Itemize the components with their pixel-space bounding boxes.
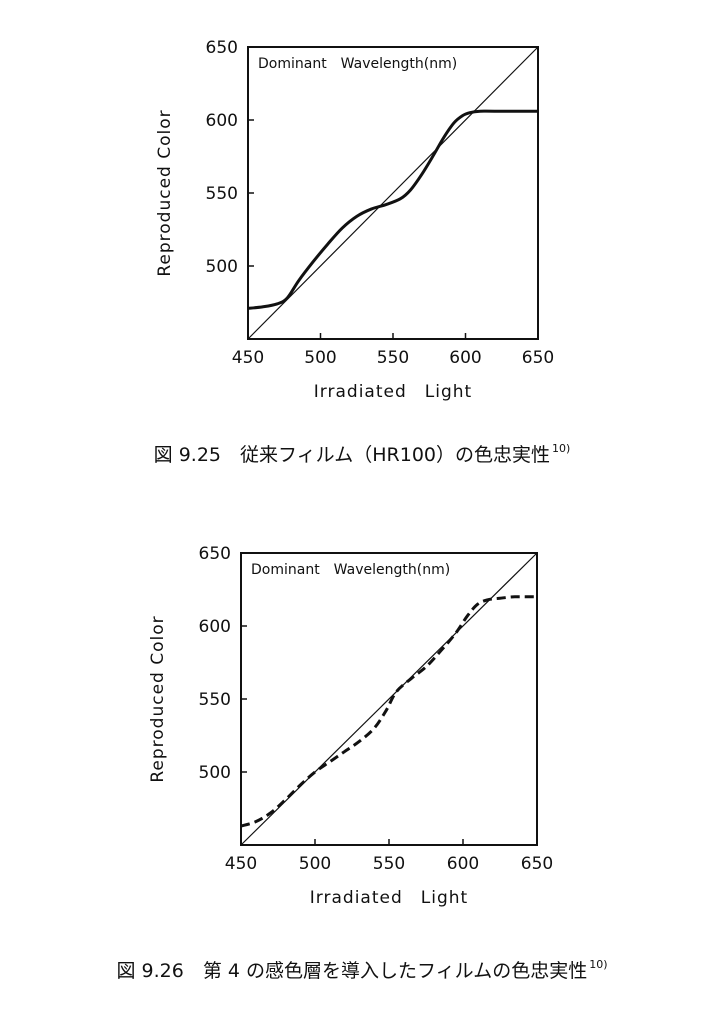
y-tick-label: 550	[206, 184, 238, 204]
reproduced-color-curve	[240, 595, 538, 828]
caption-text: 図 9.26 第 4 の感色層を導入したフィルムの色忠実性	[116, 960, 588, 982]
figure-9-26: 450 500 550 600 650 500 550 600 650 Dominant Wave…	[0, 520, 724, 1012]
x-tick-label: 650	[521, 854, 553, 874]
chart-9-26: 450 500 550 600 650 500 550 600 650 Dominant Wave…	[148, 544, 553, 908]
x-tick-label: 450	[232, 348, 264, 368]
y-tick-label: 650	[199, 544, 231, 564]
x-tick-label: 550	[373, 854, 405, 874]
figure-caption: 図 9.25 従来フィルム（HR100）の色忠実性 10)	[0, 440, 724, 467]
reference-diagonal-line	[240, 552, 538, 846]
y-tick-label: 600	[199, 617, 231, 637]
reference-diagonal-line	[247, 46, 539, 340]
figure-9-25: 450 500 550 600 650 500 550 600 650 Dominant Wave…	[0, 0, 724, 480]
x-tick-label: 600	[449, 348, 481, 368]
x-tick-label: 600	[447, 854, 479, 874]
x-axis-title: Irradiated Light	[314, 382, 472, 402]
y-tick-label: 500	[199, 763, 231, 783]
caption-text: 図 9.25 従来フィルム（HR100）の色忠実性	[153, 444, 551, 466]
y-axis-title: Reproduced Color	[148, 615, 168, 782]
x-tick-label: 650	[522, 348, 554, 368]
figure-caption: 図 9.26 第 4 の感色層を導入したフィルムの色忠実性 10)	[0, 956, 724, 983]
x-axis-title: Irradiated Light	[310, 888, 468, 908]
y-tick-label: 550	[199, 690, 231, 710]
x-tick-label: 550	[377, 348, 409, 368]
y-tick-label: 500	[206, 257, 238, 277]
reproduced-color-curve	[247, 109, 538, 310]
x-tick-label: 500	[304, 348, 336, 368]
x-tick-label: 450	[225, 854, 257, 874]
plot-annotation: Dominant Wavelength(nm)	[251, 562, 450, 578]
chart-9-25: 450 500 550 600 650 500 550 600 650 Dominant Wave…	[155, 38, 554, 402]
x-tick-label: 500	[299, 854, 331, 874]
plot-annotation: Dominant Wavelength(nm)	[258, 56, 457, 72]
y-tick-label: 600	[206, 111, 238, 131]
y-axis-title: Reproduced Color	[155, 109, 175, 276]
y-tick-label: 650	[206, 38, 238, 58]
caption-reference: 10)	[552, 442, 571, 455]
caption-reference: 10)	[589, 958, 608, 971]
